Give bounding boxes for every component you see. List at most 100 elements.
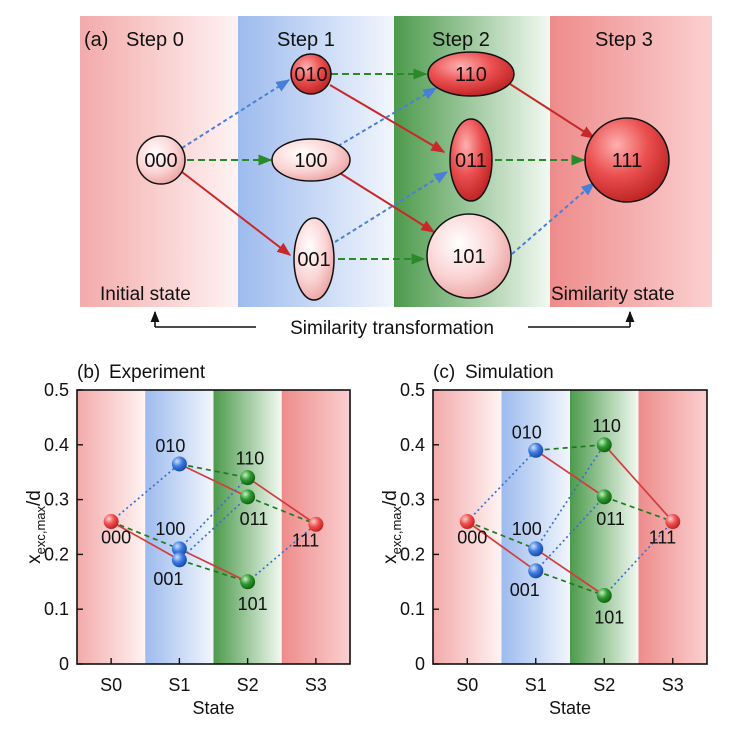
- point-label-100: 100: [155, 519, 185, 539]
- point-label-111: 111: [292, 530, 319, 550]
- point-label-111: 111: [649, 528, 676, 548]
- panel-label: (c): [433, 362, 455, 383]
- edge-101-111: [603, 520, 674, 597]
- state-band-s2: [570, 390, 639, 664]
- point-label-000: 000: [457, 528, 487, 548]
- edge-001-101: [535, 570, 605, 597]
- point-000: [459, 514, 475, 530]
- x-tick-label-s0: S0: [456, 675, 478, 695]
- chart-simulation: 0 0.1 0.2 0.3 0.4 0.5 S0 S1 S2 S3 State xexc,max/d (…: [380, 362, 708, 718]
- state-band-s1: [501, 390, 570, 664]
- arrow-010-011: [329, 84, 446, 153]
- point-000: [103, 514, 119, 530]
- arrow-000-010: [181, 79, 291, 149]
- panel-a: (a) Step 0 Step 1 Step 2 Step 3 000 0: [80, 16, 712, 339]
- edge-100-101: [535, 548, 605, 597]
- panel-a-label: (a): [84, 29, 108, 51]
- point-label-110: 110: [236, 449, 265, 469]
- point-110: [596, 437, 612, 453]
- svg-text:011: 011: [455, 150, 487, 172]
- x-tick-label-s1: S1: [525, 675, 547, 695]
- y-tick-label: 0.2: [44, 544, 69, 564]
- y-tick-label: 0.5: [44, 380, 69, 400]
- state-node-111: 111: [584, 117, 670, 203]
- transition-arrows: [181, 68, 596, 265]
- edge-011-111: [603, 496, 674, 523]
- x-tick-label-s3: S3: [662, 675, 684, 695]
- point-010: [171, 456, 187, 472]
- step-3-label: Step 3: [595, 29, 653, 51]
- point-111: [665, 514, 681, 530]
- point-100: [171, 541, 187, 557]
- similarity-state-label: Similarity state: [551, 284, 675, 305]
- point-label-100: 100: [512, 519, 542, 539]
- step-2-label: Step 2: [432, 29, 490, 51]
- plot-frame: [432, 389, 708, 665]
- edge-011-111: [247, 496, 317, 526]
- point-101: [240, 574, 256, 590]
- svg-text:100: 100: [294, 150, 327, 172]
- edge-010-011: [179, 463, 248, 498]
- point-label-011: 011: [240, 509, 269, 529]
- x-tick-label-s1: S1: [168, 675, 190, 695]
- edge-000-001: [110, 520, 180, 561]
- panel-title: Simulation: [465, 362, 554, 383]
- edge-000-001: [466, 520, 537, 572]
- point-label-010: 010: [512, 422, 542, 442]
- initial-state-label: Initial state: [100, 284, 191, 305]
- y-tick-label: 0.5: [400, 380, 425, 400]
- y-tick-label: 0.1: [44, 599, 69, 619]
- arrow-000-001: [181, 171, 292, 256]
- point-label-001: 001: [510, 580, 540, 600]
- svg-text:110: 110: [455, 64, 487, 86]
- svg-text:010: 010: [294, 64, 327, 86]
- point-label-010: 010: [155, 436, 185, 456]
- x-tick-label-s2: S2: [593, 675, 615, 695]
- edge-110-111: [603, 444, 674, 523]
- point-label-011: 011: [596, 509, 625, 529]
- edge-000-100: [466, 520, 537, 550]
- y-tick-label: 0.4: [400, 435, 425, 455]
- edge-000-010: [466, 449, 537, 523]
- edge-100-101: [179, 548, 248, 583]
- y-tick-label: 0.1: [400, 599, 425, 619]
- y-tick-label: 0: [415, 654, 425, 674]
- plot-frame: [76, 389, 351, 665]
- state-band-s2: [213, 390, 282, 664]
- state-node-101: 101: [426, 213, 512, 299]
- edge-010-011: [535, 449, 605, 498]
- y-axis-label: xexc,max/d: [380, 490, 404, 564]
- point-101: [596, 588, 612, 603]
- y-tick-label: 0.4: [44, 435, 69, 455]
- x-tick-label-s0: S0: [100, 675, 122, 695]
- x-axis-label: State: [549, 698, 591, 718]
- arrow-100-110: [337, 87, 438, 147]
- edge-001-101: [179, 559, 248, 583]
- arrow-110-111: [509, 83, 596, 139]
- panel-label: (b): [77, 362, 100, 383]
- y-tick-label: 0.3: [400, 490, 425, 510]
- point-111: [308, 516, 324, 532]
- arrow-001-011: [334, 171, 449, 243]
- x-axis-label: State: [192, 698, 234, 718]
- state-node-011: 011: [449, 118, 493, 202]
- x-tick-label-s3: S3: [305, 675, 327, 695]
- point-label-101: 101: [238, 594, 268, 614]
- edge-100-110: [178, 477, 249, 550]
- point-011: [596, 489, 612, 505]
- point-011: [240, 489, 256, 505]
- edge-001-011: [535, 496, 605, 572]
- point-label-000: 000: [101, 528, 131, 548]
- edge-100-110: [535, 444, 605, 550]
- transformation-bracket: Similarity transformation: [150, 310, 635, 339]
- state-node-010: 010: [290, 53, 332, 95]
- edge-001-011: [178, 496, 249, 561]
- y-tick-label: 0: [59, 654, 69, 674]
- step-1-label: Step 1: [277, 29, 335, 51]
- edge-000-100: [110, 520, 180, 550]
- y-tick-label: 0.3: [44, 490, 69, 510]
- point-110: [240, 470, 256, 486]
- edge-010-110: [179, 463, 248, 479]
- svg-text:101: 101: [452, 246, 485, 268]
